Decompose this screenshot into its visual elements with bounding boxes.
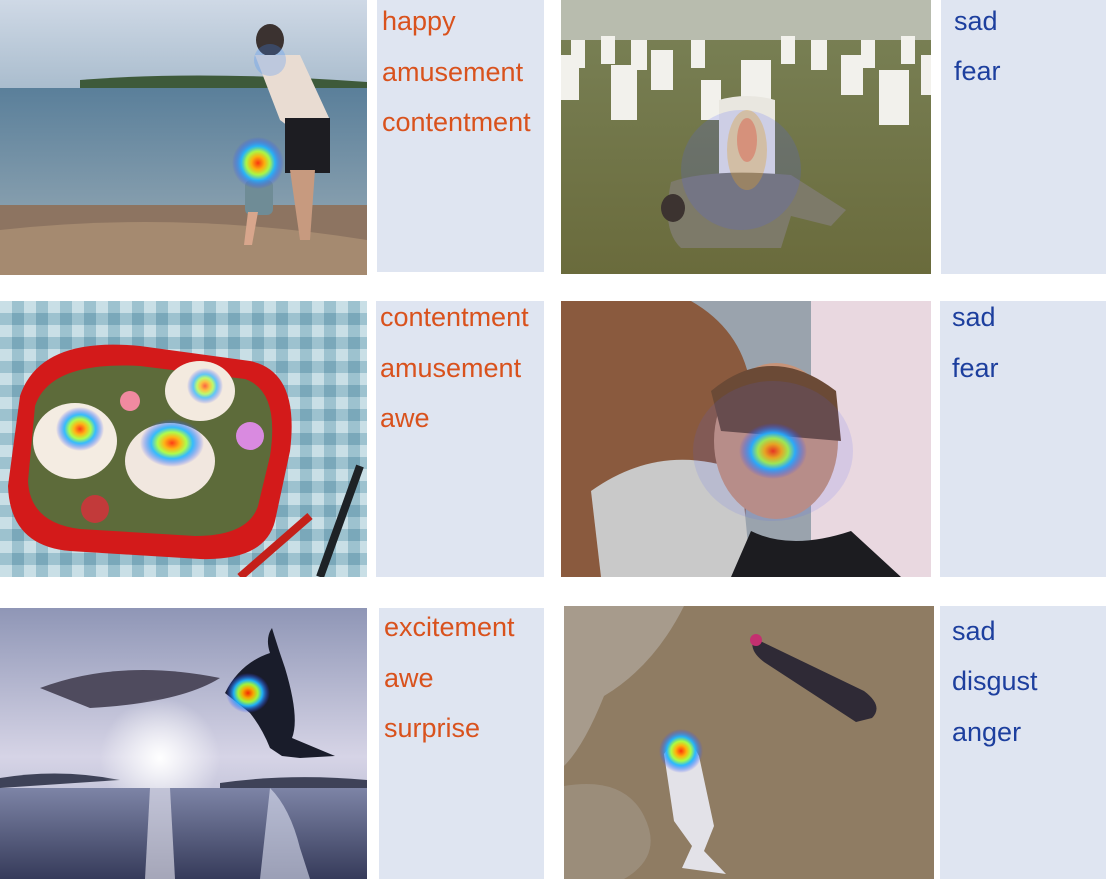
- emotion-label: sad: [952, 616, 996, 646]
- label-panel-cemetery: sad fear: [941, 0, 1106, 274]
- photo-dolphin-heatmap: [0, 608, 367, 879]
- emotion-label: amusement: [380, 353, 522, 383]
- label-panel-embrace: sad fear: [940, 301, 1106, 577]
- label-panel-dead-fish: sad disgust anger: [940, 606, 1106, 879]
- photo-bento-heatmap: [0, 301, 367, 577]
- label-panel-beach: happy amusement contentment: [377, 0, 544, 272]
- photo-cemetery-heatmap: [561, 0, 931, 274]
- photo-dead-fish-heatmap: [564, 606, 934, 879]
- emotion-label: amusement: [382, 57, 524, 87]
- emotion-label: surprise: [384, 713, 481, 743]
- label-panel-dolphin: excitement awe surprise: [379, 608, 544, 879]
- emotion-label: contentment: [380, 302, 529, 332]
- emotion-label: happy: [382, 6, 456, 36]
- emotion-label: sad: [952, 302, 996, 332]
- emotion-label: anger: [952, 717, 1022, 747]
- emotion-label: excitement: [384, 612, 515, 642]
- emotion-label: disgust: [952, 666, 1038, 696]
- emotion-label: sad: [954, 6, 998, 36]
- label-panel-bento: contentment amusement awe: [376, 301, 544, 577]
- photo-beach-heatmap: [0, 0, 367, 275]
- photo-embrace-heatmap: [561, 301, 931, 577]
- emotion-label: awe: [384, 663, 434, 693]
- emotion-label: awe: [380, 403, 430, 433]
- emotion-label: fear: [952, 353, 999, 383]
- emotion-label: fear: [954, 56, 1001, 86]
- emotion-label: contentment: [382, 107, 531, 137]
